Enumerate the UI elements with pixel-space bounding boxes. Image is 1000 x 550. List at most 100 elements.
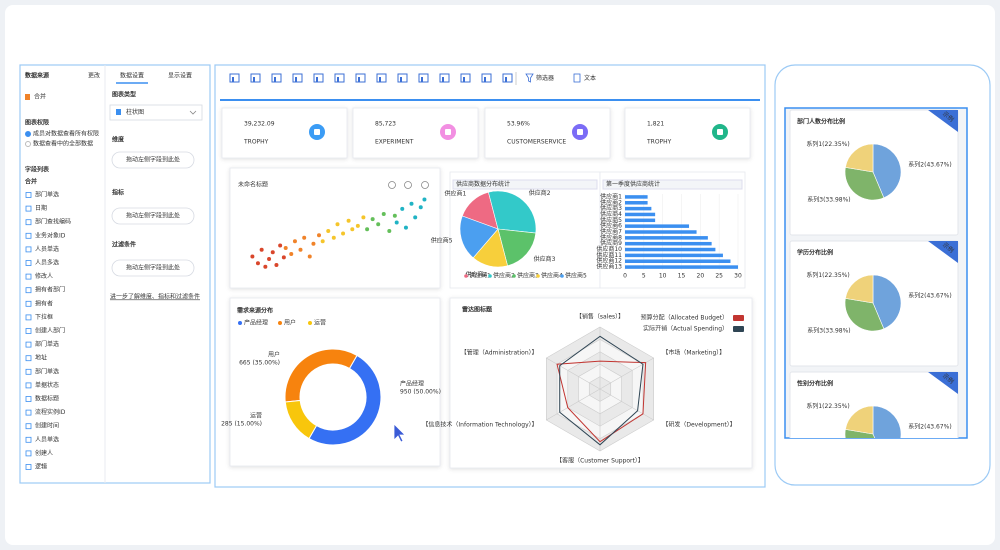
pie-slice: [872, 405, 902, 438]
legend-swatch: [733, 315, 744, 321]
field[interactable]: 修改人: [35, 272, 53, 280]
toolbar-icon[interactable]: [271, 73, 282, 83]
y-tick-label: 供应商8: [600, 233, 622, 241]
field[interactable]: 流程实例ID: [35, 408, 66, 416]
legend-label: 用户: [284, 319, 296, 327]
text-icon: [573, 73, 581, 83]
label: 过滤条件: [112, 241, 136, 249]
field[interactable]: 部门单选: [35, 191, 59, 199]
toolbar-icon[interactable]: [355, 73, 366, 83]
field-icon: [25, 246, 32, 253]
field[interactable]: 人员多选: [35, 259, 59, 267]
toolbar-icon[interactable]: [229, 73, 240, 83]
field[interactable]: 部门查找编码: [35, 218, 71, 226]
field[interactable]: 日期: [35, 204, 47, 212]
bar: [625, 253, 723, 258]
field[interactable]: 数据标题: [35, 395, 59, 403]
card-action[interactable]: [421, 181, 429, 189]
chart-title: 第一季度供应商统计: [606, 180, 660, 188]
toolbar-icon-bar: [442, 77, 444, 82]
kpi-label: TROPHY: [243, 139, 269, 146]
field[interactable]: 下拉框: [35, 313, 53, 321]
y-tick-label: 供应商4: [600, 210, 622, 218]
field[interactable]: 拥有者: [35, 299, 53, 307]
bar: [625, 218, 656, 223]
icon: [25, 94, 30, 100]
slice-label: 供应商2: [529, 189, 551, 197]
field-icon: [25, 219, 32, 226]
field[interactable]: 创建人: [35, 449, 53, 457]
radio-label[interactable]: 成员对数据查看所有权限: [33, 130, 99, 138]
toolbar-button[interactable]: 文本: [584, 74, 596, 82]
toolbar-icon[interactable]: [334, 73, 345, 83]
drop-zone[interactable]: [111, 151, 195, 169]
toolbar-icon[interactable]: [481, 73, 492, 83]
toolbar-icon[interactable]: [418, 73, 429, 83]
radio[interactable]: [25, 131, 31, 137]
field[interactable]: 人员单选: [35, 435, 59, 443]
field[interactable]: 逻辑: [35, 463, 47, 471]
field[interactable]: 创建时间: [35, 422, 59, 430]
change-link[interactable]: 更改: [88, 72, 100, 80]
field[interactable]: 业务对象ID: [35, 231, 66, 239]
bar: [625, 195, 648, 199]
x-tick-label: 25: [715, 273, 723, 280]
toolbar-icon[interactable]: [460, 73, 471, 83]
bar: [625, 201, 648, 205]
legend-label: 运营: [314, 319, 326, 327]
toolbar-icon[interactable]: [397, 73, 408, 83]
x-tick-label: 10: [659, 273, 667, 280]
bar: [625, 230, 697, 234]
toolbar-icon[interactable]: [376, 73, 387, 83]
scatter-point: [335, 222, 340, 227]
select[interactable]: [109, 104, 203, 121]
legend-dot: [512, 274, 516, 278]
drop-zone[interactable]: [111, 259, 195, 277]
field-icon: [25, 355, 32, 362]
help-link[interactable]: 进一步了解维度、指标和过滤条件: [110, 293, 200, 301]
card-action[interactable]: [404, 181, 412, 189]
toolbar-button[interactable]: 筛选器: [536, 74, 554, 82]
toolbar-icon-bar: [421, 77, 423, 82]
slice-value: 285 (15.00%): [221, 421, 262, 428]
field[interactable]: 部门单选: [35, 340, 59, 348]
legend-dot: [560, 274, 564, 278]
radar-series: [556, 360, 647, 443]
toolbar-icon[interactable]: [292, 73, 303, 83]
tab[interactable]: 显示设置: [168, 72, 192, 80]
field[interactable]: 单据状态: [35, 381, 59, 389]
tab[interactable]: 数据设置: [120, 72, 144, 80]
x-tick-label: 15: [678, 273, 686, 280]
scatter-point: [267, 257, 272, 262]
scatter-point: [376, 222, 381, 227]
card-action[interactable]: [388, 181, 396, 189]
toolbar-icon[interactable]: [439, 73, 450, 83]
title-bar: [452, 179, 598, 190]
label: 数据来源: [25, 72, 49, 80]
pie-slice: [872, 274, 902, 330]
field[interactable]: 创建人部门: [35, 327, 65, 335]
scatter-point: [365, 227, 370, 232]
field[interactable]: 人员单选: [35, 245, 59, 253]
bar: [625, 247, 716, 252]
toolbar-icon[interactable]: [502, 73, 513, 83]
x-tick-label: 0: [623, 273, 627, 280]
toolbar-icon-bar: [505, 77, 507, 82]
field[interactable]: 拥有者部门: [35, 286, 65, 294]
drop-zone[interactable]: [111, 207, 195, 225]
chart-title: 需求来源分布: [237, 307, 273, 315]
legend-label: 供应商1: [469, 272, 491, 280]
radio[interactable]: [25, 141, 31, 147]
radio-label[interactable]: 数据查看中的全部数据: [33, 140, 93, 148]
label: 图表权限: [25, 119, 49, 127]
field[interactable]: 地址: [35, 354, 47, 362]
toolbar-icon[interactable]: [313, 73, 324, 83]
pie-slice: [845, 274, 874, 304]
scatter-point: [302, 235, 307, 240]
legend-label: 实际开销（Actual Spending）: [643, 325, 728, 333]
legend-label: 预算分配（Allocated Budget）: [641, 314, 728, 322]
toolbar-icon[interactable]: [250, 73, 261, 83]
scatter-point: [418, 205, 423, 210]
field[interactable]: 部门单选: [35, 367, 59, 375]
slice-name: 产品经理: [400, 380, 424, 388]
